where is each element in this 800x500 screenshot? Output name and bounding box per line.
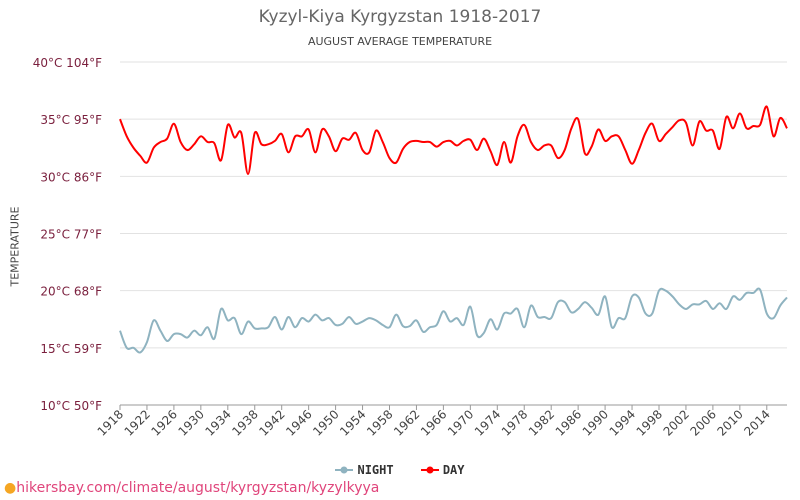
legend: NIGHT DAY [0, 463, 800, 478]
x-tick-label: 1994 [607, 407, 638, 438]
chart-title: Kyzyl-Kiya Kyrgyzstan 1918-2017 [258, 7, 542, 27]
x-tick-label: 1938 [229, 407, 260, 438]
x-tick-label: 1942 [256, 407, 287, 438]
chart-subtitle: AUGUST AVERAGE TEMPERATURE [307, 35, 493, 48]
series-line-day [119, 105, 788, 176]
x-tick-label: 1930 [175, 407, 206, 438]
series-line-night [119, 287, 788, 354]
x-tick-label: 1958 [364, 407, 395, 438]
x-tick-label: 1922 [122, 407, 153, 438]
x-tick-label: 2014 [741, 407, 772, 438]
y-tick-label: 10°C 50°F [40, 399, 102, 413]
x-tick-label: 1946 [283, 407, 314, 438]
y-tick-label: 25°C 77°F [40, 228, 102, 242]
legend-label-night: NIGHT [357, 463, 394, 477]
x-tick-label: 1950 [310, 407, 341, 438]
x-tick-label: 1926 [149, 407, 180, 438]
x-tick-label: 1978 [499, 407, 530, 438]
x-tick-label: 1982 [526, 407, 557, 438]
legend-label-day: DAY [442, 463, 465, 477]
x-tick-label: 1966 [418, 407, 449, 438]
x-tick-label: 1962 [391, 407, 422, 438]
x-tick-label: 2006 [688, 407, 719, 438]
legend-item-day[interactable]: DAY [420, 463, 465, 477]
legend-item-night[interactable]: NIGHT [335, 463, 394, 477]
day-marker-icon [420, 466, 439, 474]
y-tick-label: 40°C 104°F [33, 56, 102, 70]
x-tick-label: 1954 [337, 407, 368, 438]
x-tick-label: 1986 [553, 407, 584, 438]
x-tick-label: 2010 [714, 407, 745, 438]
x-tick-label: 1998 [634, 407, 665, 438]
y-tick-label: 35°C 95°F [40, 113, 102, 127]
night-marker-icon [335, 466, 354, 474]
source-link[interactable]: ●hikersbay.com/climate/august/kyrgyzstan… [4, 480, 379, 496]
location-pin-icon: ● [4, 480, 17, 496]
x-tick-label: 1934 [202, 407, 233, 438]
y-tick-label: 15°C 59°F [40, 342, 102, 356]
x-tick-label: 1990 [580, 407, 611, 438]
x-tick-label: 1970 [445, 407, 476, 438]
y-tick-label: 30°C 86°F [40, 170, 102, 184]
source-url: hikersbay.com/climate/august/kyrgyzstan/… [16, 480, 380, 496]
x-tick-label: 1974 [472, 407, 503, 438]
y-tick-label: 20°C 68°F [40, 285, 102, 299]
x-tick-label: 2002 [661, 407, 692, 438]
